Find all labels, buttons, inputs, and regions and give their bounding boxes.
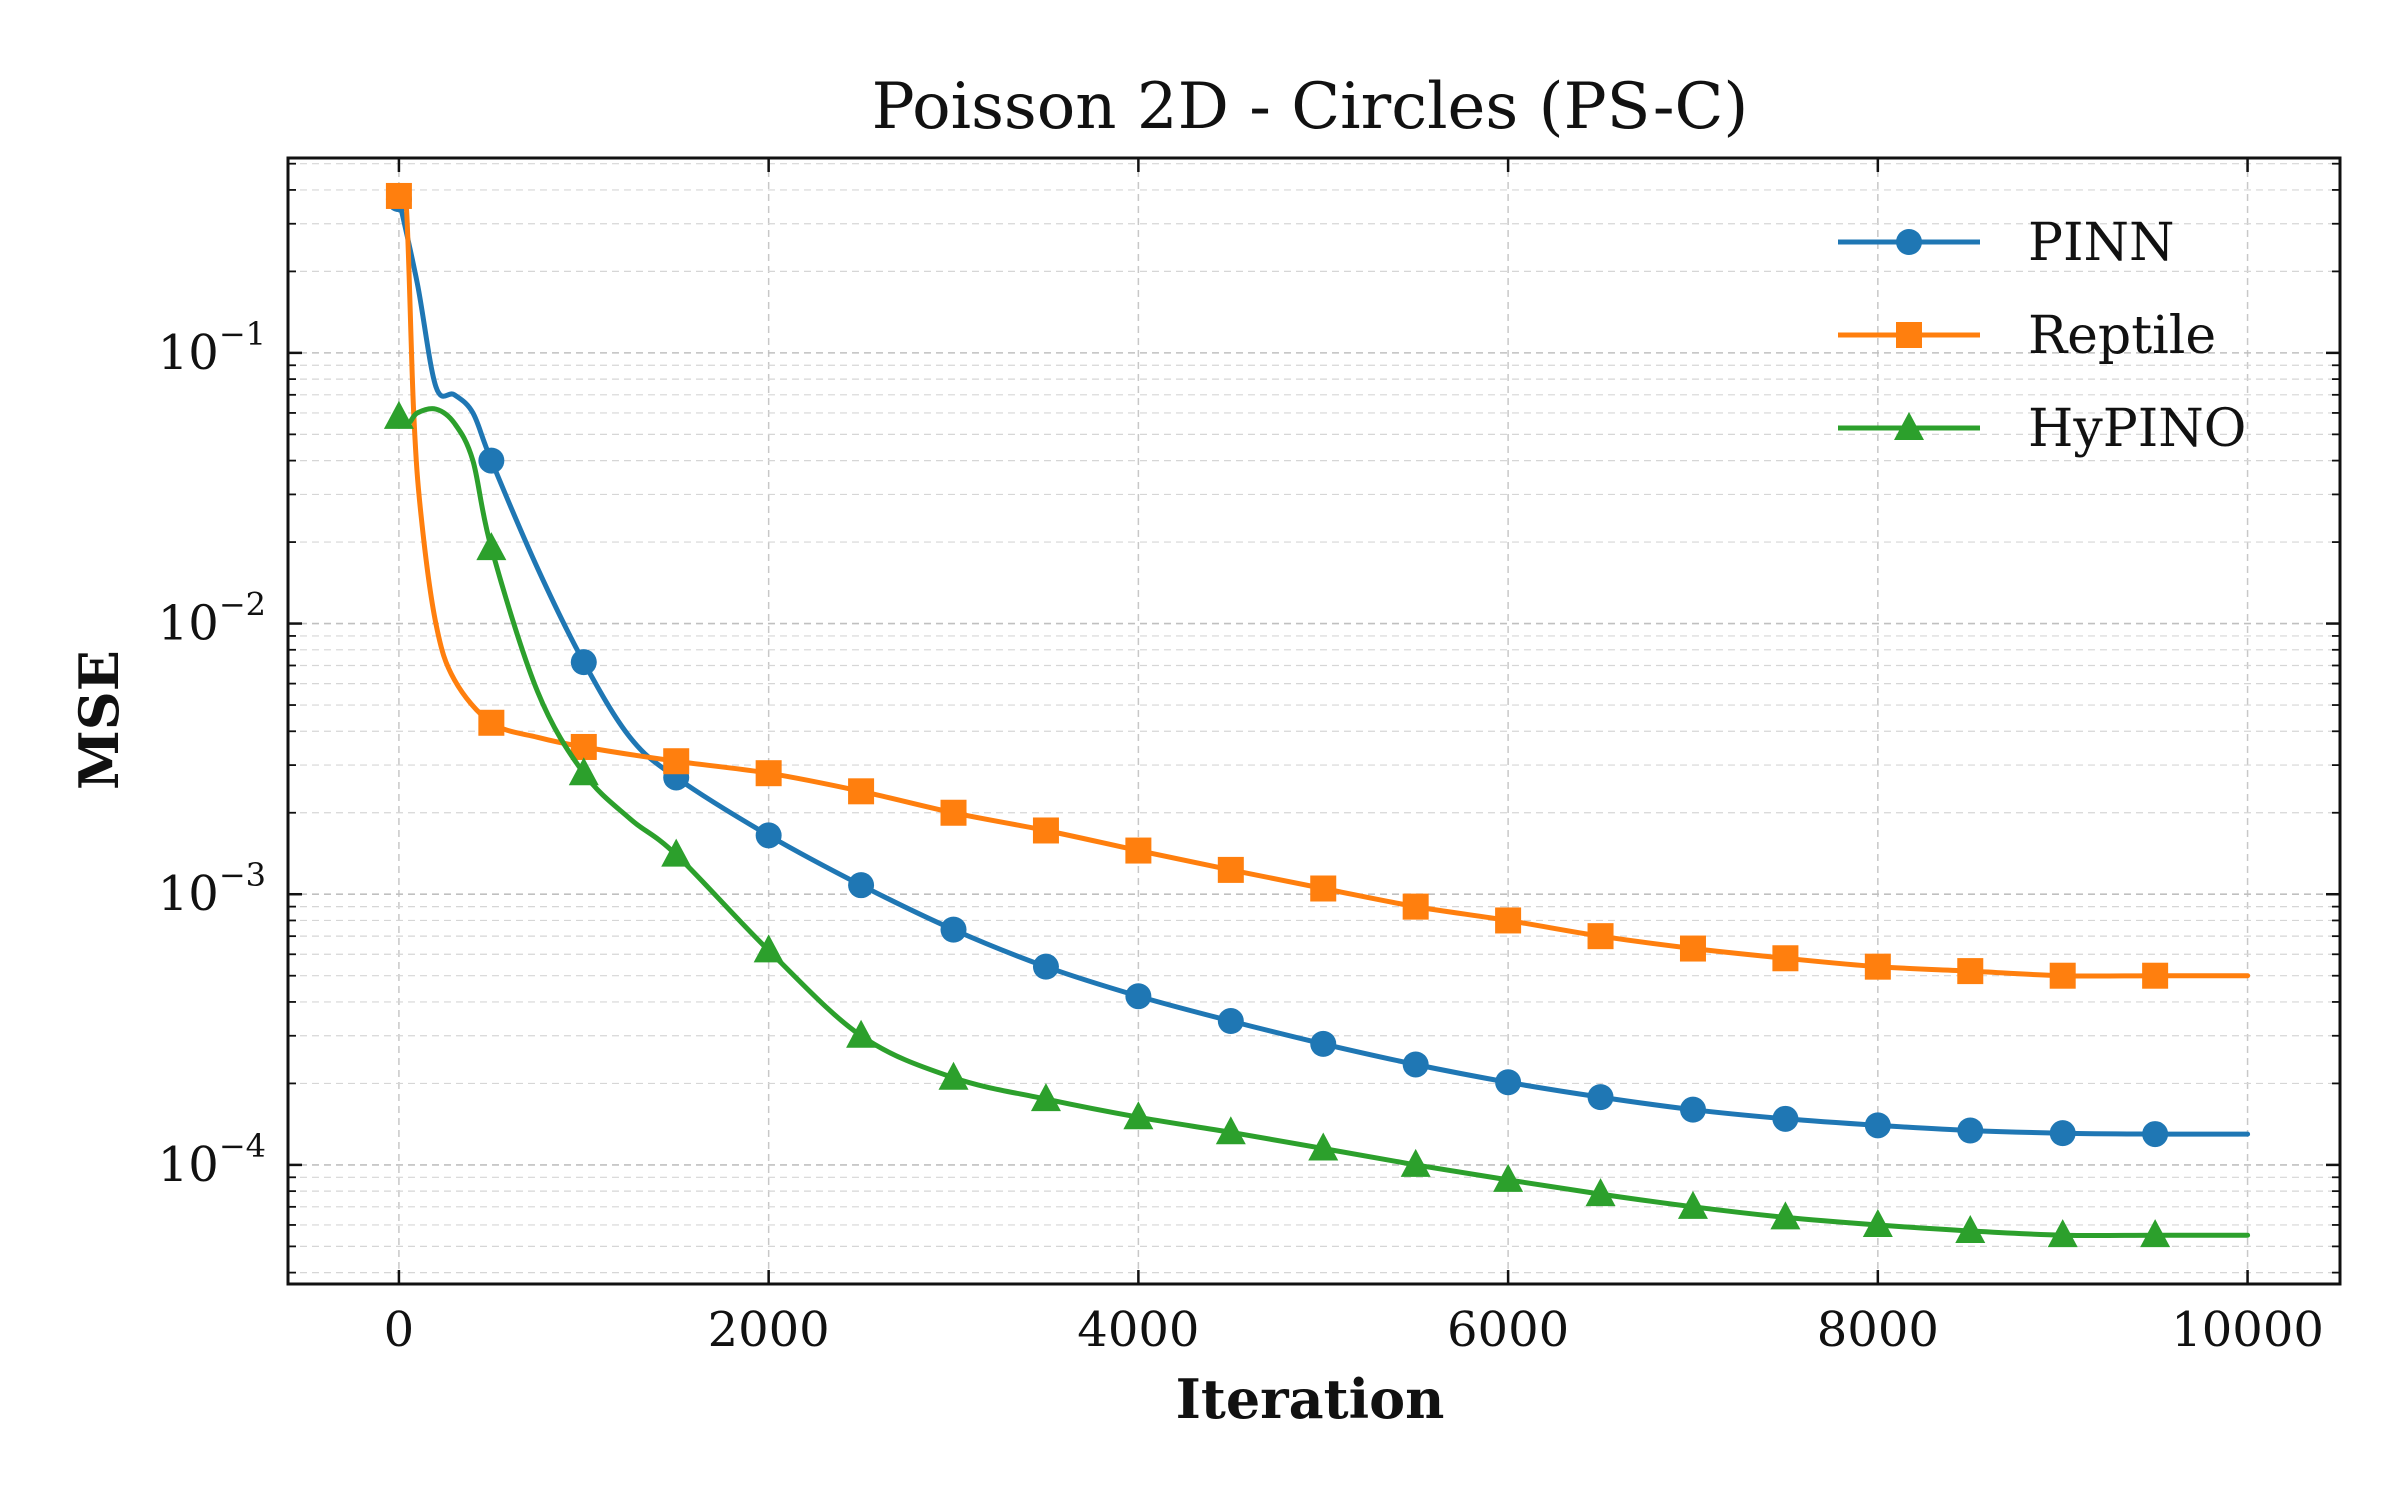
data-point-reptile: [570, 733, 597, 760]
legend-entry-pinn: PINN: [1838, 213, 2175, 273]
data-point-reptile: [663, 748, 690, 775]
series-reptile: [385, 182, 2251, 989]
legend-label: Reptile: [2028, 306, 2216, 366]
data-point-pinn: [1957, 1117, 1984, 1144]
data-point-reptile: [1957, 958, 1984, 985]
data-point-reptile: [1217, 856, 1244, 883]
data-point-hypino: [476, 532, 507, 561]
data-point-hypino: [661, 838, 692, 867]
series-hypino: [383, 400, 2251, 1248]
data-point-pinn: [1495, 1069, 1522, 1096]
data-point-hypino: [1862, 1208, 1893, 1237]
data-point-reptile: [1864, 953, 1891, 980]
data-point-pinn: [2142, 1121, 2169, 1148]
data-point-reptile: [385, 182, 412, 209]
legend-label: HyPINO: [2028, 399, 2246, 459]
data-point-reptile: [1310, 875, 1337, 902]
data-point-pinn: [1864, 1112, 1891, 1139]
data-point-hypino: [1955, 1214, 1986, 1243]
y-tick-label: 10−2: [158, 586, 266, 652]
data-point-pinn: [1587, 1084, 1614, 1111]
data-point-reptile: [2049, 962, 2076, 989]
data-point-reptile: [1125, 837, 1152, 864]
data-point-hypino: [1493, 1163, 1524, 1192]
data-point-pinn: [2049, 1120, 2076, 1147]
legend-entry-reptile: Reptile: [1838, 306, 2216, 366]
data-point-hypino: [1030, 1083, 1061, 1112]
data-point-reptile: [2142, 962, 2169, 989]
data-point-hypino: [1400, 1148, 1431, 1177]
plot-frame: [286, 156, 2342, 1286]
legend-marker: [1894, 412, 1924, 440]
data-point-reptile: [1772, 945, 1799, 972]
legend-label: PINN: [2028, 213, 2175, 273]
data-point-pinn: [1679, 1096, 1706, 1123]
x-tick-label: 0: [384, 1302, 415, 1358]
data-point-pinn: [1217, 1008, 1244, 1035]
data-point-reptile: [848, 778, 875, 805]
data-point-hypino: [938, 1061, 969, 1090]
data-point-reptile: [755, 760, 782, 787]
legend-marker: [1896, 229, 1922, 255]
data-point-hypino: [2140, 1219, 2171, 1248]
data-point-reptile: [1587, 923, 1614, 950]
y-axis-label: MSE: [67, 650, 131, 790]
x-tick-label: 10000: [2171, 1302, 2324, 1358]
x-tick-label: 4000: [1077, 1302, 1199, 1358]
data-point-hypino: [1308, 1132, 1339, 1161]
legend: PINN Reptile HyPINO: [1838, 213, 2246, 459]
data-point-hypino: [1677, 1190, 1708, 1219]
data-point-hypino: [1770, 1201, 1801, 1230]
data-point-hypino: [1585, 1178, 1616, 1207]
x-tick-label: 2000: [708, 1302, 830, 1358]
data-point-reptile: [1032, 817, 1059, 844]
data-point-hypino: [1123, 1101, 1154, 1130]
data-point-pinn: [1772, 1105, 1799, 1132]
y-tick-label: 10−1: [158, 315, 266, 381]
x-axis-label: Iteration: [1176, 1367, 1445, 1431]
data-point-reptile: [940, 799, 967, 826]
data-point-pinn: [755, 822, 782, 849]
data-point-pinn: [940, 916, 967, 943]
data-point-pinn: [1402, 1051, 1429, 1078]
data-point-pinn: [570, 649, 597, 676]
y-tick-label: 10−4: [158, 1127, 266, 1193]
legend-marker: [1896, 322, 1922, 348]
axes: 0 2000 4000 6000 8000 10000 10−1 10−2 10−3 10−4: [158, 156, 2342, 1358]
data-point-hypino: [753, 934, 784, 963]
x-tick-label: 6000: [1447, 1302, 1569, 1358]
data-point-pinn: [478, 447, 505, 474]
data-point-reptile: [478, 709, 505, 736]
data-point-pinn: [1125, 983, 1152, 1010]
series-line-hypino: [396, 406, 2251, 1239]
data-point-pinn: [848, 872, 875, 899]
legend-entry-hypino: HyPINO: [1838, 399, 2246, 459]
data-point-hypino: [383, 400, 414, 429]
x-tick-label: 8000: [1817, 1302, 1939, 1358]
data-point-pinn: [1032, 953, 1059, 980]
data-point-reptile: [1402, 893, 1429, 920]
data-point-reptile: [1679, 935, 1706, 962]
chart-title: Poisson 2D - Circles (PS-C): [872, 70, 1749, 144]
data-point-pinn: [1310, 1030, 1337, 1057]
data-point-hypino: [2047, 1219, 2078, 1248]
data-point-reptile: [1495, 907, 1522, 934]
data-point-hypino: [568, 757, 599, 786]
series-layer: [383, 182, 2251, 1248]
data-point-hypino: [1215, 1116, 1246, 1145]
data-point-hypino: [846, 1019, 877, 1048]
y-tick-label: 10−3: [158, 856, 266, 922]
